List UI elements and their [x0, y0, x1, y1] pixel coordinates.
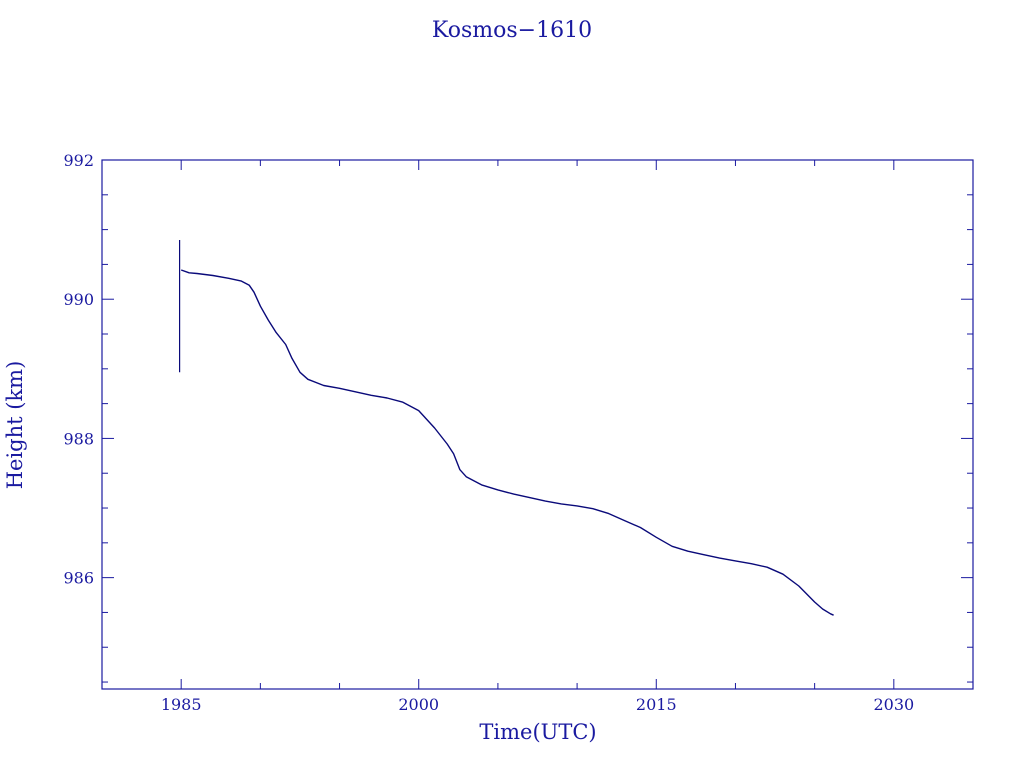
y-axis-label: Height (km)	[3, 361, 27, 490]
y-tick-label: 986	[63, 569, 94, 588]
series-line	[180, 269, 834, 616]
x-axis-label: Time(UTC)	[479, 720, 596, 744]
x-tick-label: 1985	[161, 695, 202, 714]
axis-ticks	[101, 159, 974, 689]
x-tick-label: 2000	[398, 695, 439, 714]
chart-title: Kosmos−1610	[432, 18, 592, 43]
plot-frame	[101, 159, 974, 690]
y-tick-label: 992	[63, 151, 94, 170]
y-tick-label: 988	[63, 429, 94, 448]
x-tick-labels: 1985 2000 2015 2030	[161, 695, 914, 714]
y-tick-labels: 986 988 990 992	[63, 151, 94, 588]
y-tick-label: 990	[63, 290, 94, 309]
data-marks	[178, 240, 834, 616]
x-tick-label: 2015	[636, 695, 677, 714]
x-tick-label: 2030	[873, 695, 914, 714]
